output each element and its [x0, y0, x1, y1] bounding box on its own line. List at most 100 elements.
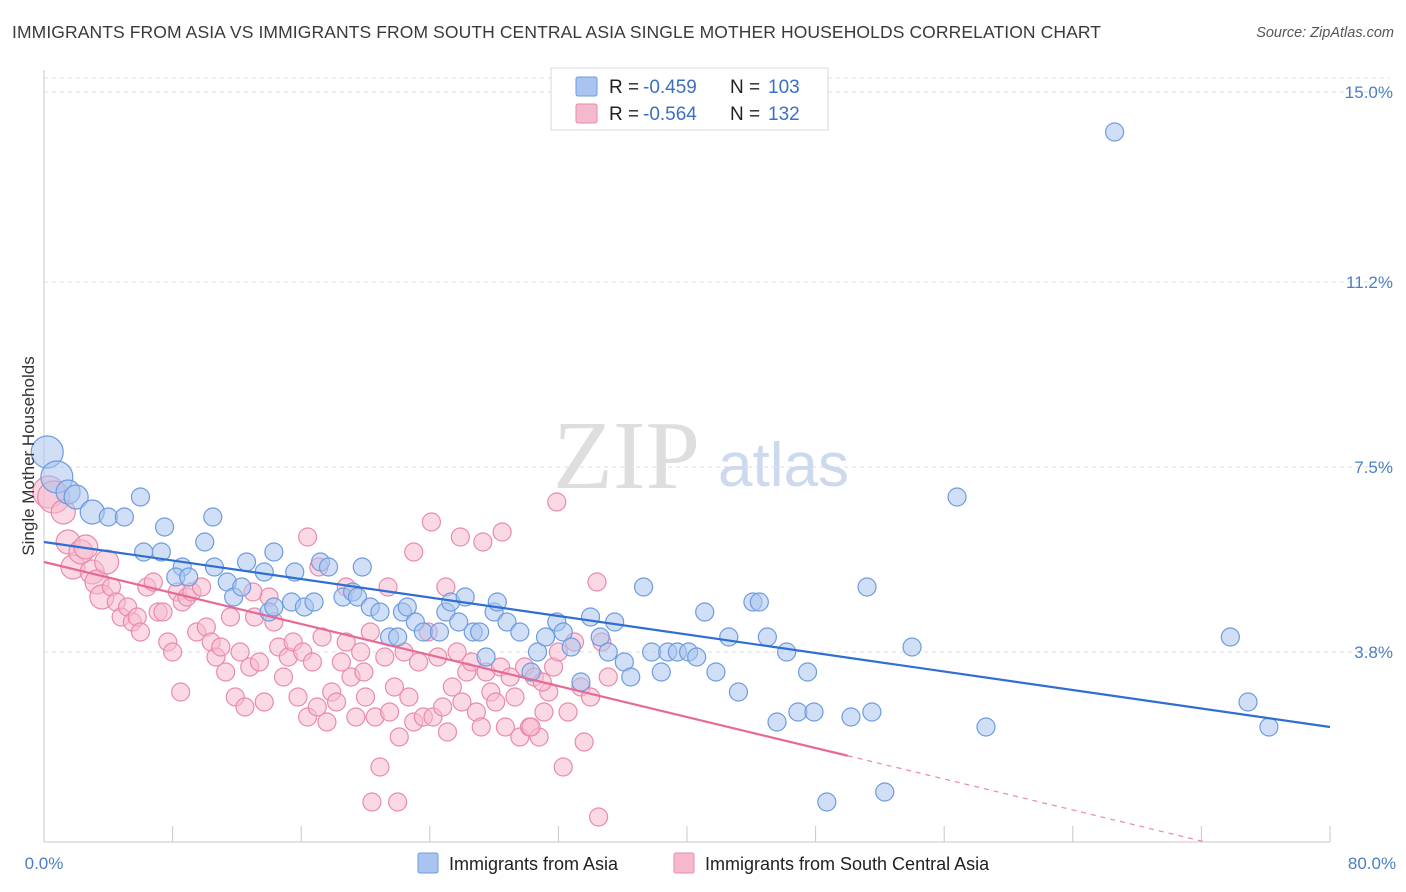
point-south-central-asia [521, 717, 541, 737]
point-asia [236, 552, 257, 572]
point-south-central-asia [370, 757, 390, 777]
point-asia [767, 712, 787, 732]
point-asia [370, 602, 390, 622]
point-south-central-asia [421, 512, 442, 532]
point-asia [203, 507, 223, 527]
chart-source: Source: ZipAtlas.com [1256, 25, 1394, 41]
trend-line-asia [43, 540, 1331, 729]
point-south-central-asia [553, 757, 573, 777]
point-asia [476, 647, 496, 667]
y-tick-label: 3.8% [1354, 643, 1393, 662]
trend-line-extension [847, 755, 1206, 843]
legend-r-label-asia: R = [609, 77, 639, 98]
point-south-central-asia [171, 682, 191, 702]
point-south-central-asia [452, 692, 472, 712]
point-south-central-asia [437, 722, 458, 742]
point-asia [621, 667, 641, 687]
point-asia [561, 637, 581, 657]
point-asia [571, 672, 591, 692]
point-south-central-asia [384, 677, 405, 697]
point-asia [151, 542, 171, 562]
bottom-legend-swatch-sca [673, 852, 695, 874]
point-south-central-asia [163, 642, 183, 662]
legend-r-label-sca: R = [609, 104, 639, 125]
point-south-central-asia [473, 532, 493, 552]
point-asia [154, 517, 175, 537]
x-tick-label-max: 80.0% [1348, 854, 1396, 873]
point-asia [179, 567, 199, 587]
point-asia [497, 612, 517, 632]
point-asia [413, 622, 433, 642]
point-south-central-asia [354, 662, 374, 682]
point-south-central-asia [388, 792, 408, 812]
point-asia [875, 782, 895, 802]
point-asia [857, 577, 877, 597]
point-south-central-asia [307, 697, 327, 717]
point-asia [757, 627, 777, 647]
point-asia [580, 607, 601, 627]
point-asia [651, 662, 671, 682]
point-asia [1220, 627, 1240, 647]
legend-n-value-sca: 132 [768, 104, 800, 125]
point-south-central-asia [486, 692, 506, 712]
point-asia [1259, 717, 1279, 737]
point-south-central-asia [130, 622, 151, 642]
point-south-central-asia [558, 702, 578, 722]
point-asia [388, 627, 408, 647]
point-south-central-asia [302, 652, 323, 672]
point-asia [130, 487, 151, 507]
point-south-central-asia [547, 492, 567, 512]
point-asia [264, 597, 284, 617]
point-south-central-asia [492, 522, 512, 542]
point-asia [527, 642, 548, 662]
point-asia [804, 702, 824, 722]
point-asia [695, 602, 715, 622]
point-asia [232, 577, 252, 597]
point-south-central-asia [362, 792, 382, 812]
point-asia [687, 647, 707, 667]
point-south-central-asia [389, 727, 409, 747]
point-asia [304, 592, 324, 612]
point-south-central-asia [433, 697, 453, 717]
point-asia [777, 642, 797, 662]
point-asia [797, 662, 818, 682]
bottom-legend-label-sca: Immigrants from South Central Asia [705, 854, 990, 874]
point-south-central-asia [288, 687, 308, 707]
point-south-central-asia [380, 702, 400, 722]
point-south-central-asia [153, 602, 173, 622]
y-tick-label: 11.2% [1346, 273, 1393, 292]
point-south-central-asia [326, 692, 347, 712]
y-tick-label: 15.0% [1345, 83, 1393, 102]
bottom-legend-swatch-asia [417, 852, 439, 874]
stats-legend: R = -0.459 N = 103 R = -0.564 N = 132 [550, 67, 829, 131]
point-asia [862, 702, 882, 722]
point-south-central-asia [216, 662, 236, 682]
trend-line-south-central-asia [43, 560, 849, 757]
grid-layer [43, 77, 1390, 842]
point-asia [976, 717, 996, 737]
point-south-central-asia [94, 549, 120, 575]
point-south-central-asia [230, 642, 250, 662]
point-asia [397, 597, 417, 617]
point-asia [749, 592, 769, 612]
point-south-central-asia [574, 732, 594, 752]
point-south-central-asia [495, 717, 515, 737]
point-asia [719, 627, 739, 647]
point-south-central-asia [375, 647, 395, 667]
point-south-central-asia [588, 807, 609, 827]
point-asia [318, 557, 339, 577]
watermark-atlas: atlas [718, 431, 849, 500]
point-south-central-asia [317, 712, 337, 732]
chart-title: IMMIGRANTS FROM ASIA VS IMMIGRANTS FROM … [12, 22, 1102, 42]
point-south-central-asia [191, 577, 212, 597]
point-south-central-asia [220, 607, 241, 627]
point-south-central-asia [404, 542, 424, 562]
legend-swatch-south-central-asia [575, 103, 598, 124]
legend-n-label-sca: N = [730, 104, 760, 125]
point-south-central-asia [355, 687, 376, 707]
legend-n-label-asia: N = [730, 77, 760, 98]
point-asia [642, 642, 662, 662]
point-asia [195, 532, 215, 552]
point-asia [553, 622, 573, 642]
